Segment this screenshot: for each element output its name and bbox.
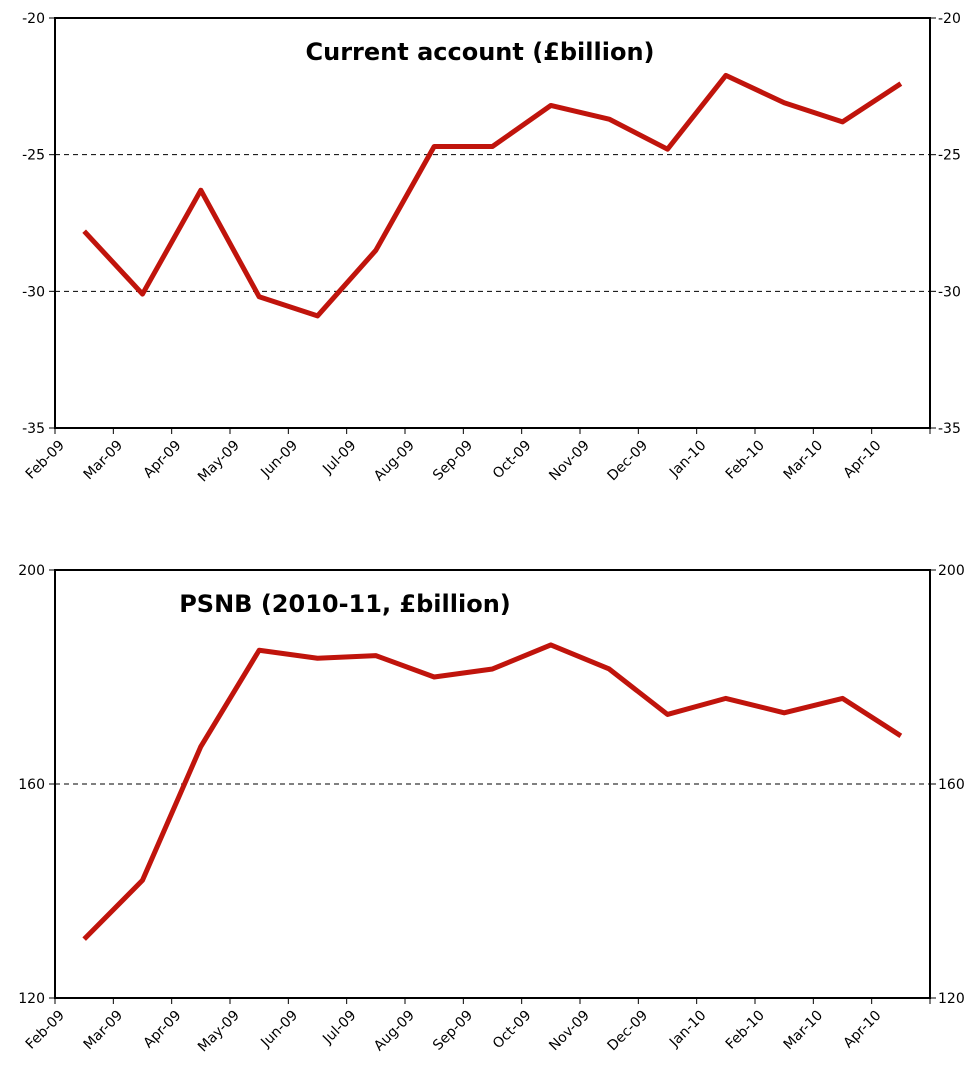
x-tick-label: Nov-09 bbox=[546, 438, 593, 485]
y2-tick-label: 160 bbox=[938, 777, 965, 793]
x-tick-label: Dec-09 bbox=[605, 1008, 652, 1055]
y2-tick-label: -30 bbox=[938, 284, 961, 300]
plot-frame bbox=[54, 17, 931, 429]
y-tick-label: 200 bbox=[18, 563, 45, 579]
y-tick-label: 120 bbox=[18, 991, 45, 1007]
y2-tick-label: -20 bbox=[938, 11, 961, 27]
x-tick-label: Mar-10 bbox=[781, 438, 827, 484]
y-tick-label: -20 bbox=[22, 11, 45, 27]
y-tick-label: -25 bbox=[22, 148, 45, 164]
x-tick-label: Nov-09 bbox=[546, 1008, 593, 1055]
x-tick-label: May-09 bbox=[195, 438, 243, 486]
x-tick-label: Dec-09 bbox=[605, 438, 652, 485]
x-tick-label: Sep-09 bbox=[430, 438, 476, 484]
y2-tick-label: 200 bbox=[938, 563, 965, 579]
x-tick-label: Apr-09 bbox=[141, 438, 185, 482]
y-tick-label: 160 bbox=[18, 777, 45, 793]
x-tick-label: Apr-10 bbox=[841, 438, 885, 482]
x-tick-label: Feb-09 bbox=[23, 1008, 68, 1053]
x-tick-label: Oct-09 bbox=[490, 438, 535, 483]
x-tick-label: Oct-09 bbox=[490, 1008, 535, 1053]
x-tick-label: Apr-10 bbox=[841, 1008, 885, 1052]
y-tick-label: -30 bbox=[22, 284, 45, 300]
x-tick-label: Mar-10 bbox=[781, 1008, 827, 1054]
series-line bbox=[82, 72, 903, 319]
series-line bbox=[82, 642, 903, 941]
x-tick-label: Aug-09 bbox=[371, 438, 418, 485]
x-tick-label: Sep-09 bbox=[430, 1008, 476, 1054]
y2-tick-label: -35 bbox=[938, 421, 961, 437]
x-tick-label: Jan-10 bbox=[666, 438, 709, 481]
x-tick-label: Aug-09 bbox=[371, 1008, 418, 1055]
x-tick-label: Jan-10 bbox=[666, 1008, 709, 1051]
x-tick-label: Feb-09 bbox=[23, 438, 68, 483]
x-tick-label: Jun-09 bbox=[257, 438, 301, 482]
x-tick-label: Mar-09 bbox=[81, 1008, 127, 1054]
y-tick-label: -35 bbox=[22, 421, 45, 437]
plot-frame bbox=[54, 569, 931, 999]
x-tick-label: Feb-10 bbox=[723, 438, 768, 483]
y2-tick-label: -25 bbox=[938, 148, 961, 164]
chart-title: PSNB (2010-11, £billion) bbox=[179, 590, 511, 618]
x-tick-label: Mar-09 bbox=[81, 438, 127, 484]
chart-title: Current account (£billion) bbox=[306, 38, 655, 66]
x-tick-label: Apr-09 bbox=[141, 1008, 185, 1052]
x-tick-label: Jun-09 bbox=[257, 1008, 301, 1052]
x-tick-label: May-09 bbox=[195, 1008, 243, 1056]
x-tick-label: Feb-10 bbox=[723, 1008, 768, 1053]
x-tick-label: Jul-09 bbox=[319, 1008, 359, 1048]
x-tick-label: Jul-09 bbox=[319, 438, 359, 478]
y2-tick-label: 120 bbox=[938, 991, 965, 1007]
